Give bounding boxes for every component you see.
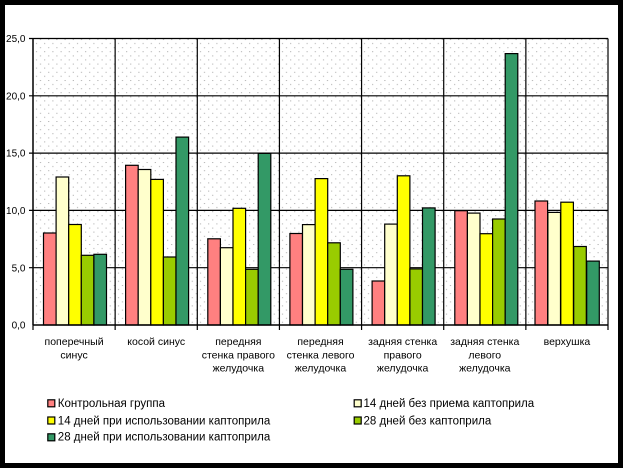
svg-text:стенка левого: стенка левого	[287, 349, 355, 361]
svg-text:синус: синус	[60, 349, 87, 361]
svg-text:0,0: 0,0	[12, 321, 26, 332]
svg-text:желудочка: желудочка	[377, 363, 429, 375]
svg-text:10,0: 10,0	[6, 206, 26, 217]
svg-text:передняя: передняя	[215, 336, 261, 348]
svg-text:5,0: 5,0	[12, 263, 26, 274]
svg-text:желудочка: желудочка	[213, 363, 265, 375]
svg-text:14 дней при использовании капт: 14 дней при использовании каптоприла	[58, 415, 271, 427]
svg-text:желудочка: желудочка	[295, 363, 347, 375]
svg-text:поперечный: поперечный	[45, 336, 104, 348]
svg-text:25,0: 25,0	[6, 34, 26, 45]
svg-text:верхушка: верхушка	[544, 336, 591, 348]
svg-text:желудочка: желудочка	[459, 363, 511, 375]
svg-text:28 дней без каптоприла: 28 дней без каптоприла	[364, 415, 492, 427]
svg-text:задняя стенка: задняя стенка	[450, 336, 519, 348]
svg-text:28 дней при использовании капт: 28 дней при использовании каптоприла	[58, 432, 271, 444]
svg-text:передняя: передняя	[297, 336, 343, 348]
svg-text:левого: левого	[468, 349, 501, 361]
svg-text:правого: правого	[384, 349, 422, 361]
svg-text:15,0: 15,0	[6, 149, 26, 160]
svg-text:стенка правого: стенка правого	[202, 349, 275, 361]
svg-text:14 дней без приема каптоприла: 14 дней без приема каптоприла	[364, 398, 535, 410]
svg-text:20,0: 20,0	[6, 91, 26, 102]
svg-text:Контрольная группа: Контрольная группа	[58, 398, 166, 410]
svg-text:задняя стенка: задняя стенка	[368, 336, 437, 348]
svg-text:косой синус: косой синус	[127, 336, 185, 348]
